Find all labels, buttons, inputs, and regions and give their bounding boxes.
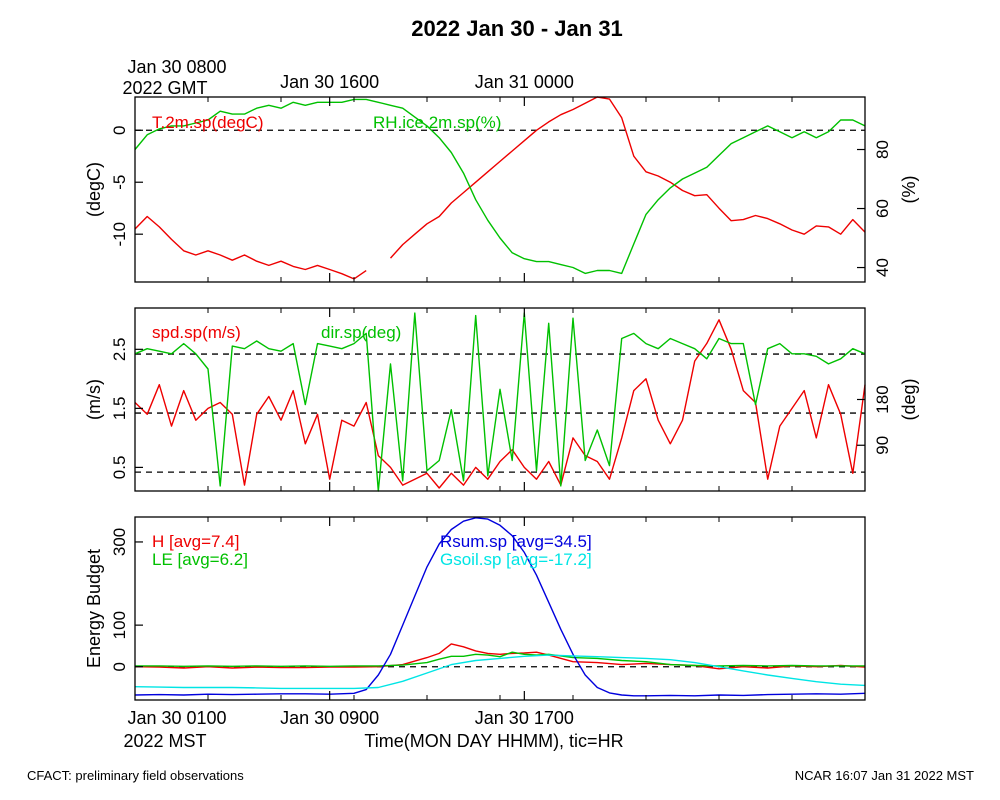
- legend-label: LE [avg=6.2]: [152, 550, 248, 569]
- y-tick-label-left: 300: [110, 528, 129, 556]
- series-line-h: [134, 643, 866, 670]
- series-line-rsum-sp: [134, 517, 866, 697]
- panel-frame: [134, 307, 866, 492]
- labels: 2022 Jan 30 - Jan 31 0 -5 -10 80 60 40 (degC) (%…: [27, 16, 974, 783]
- footer-right: NCAR 16:07 Jan 31 2022 MST: [795, 768, 974, 783]
- series-line-rh-ice-2m-sp-: [134, 98, 866, 275]
- y-tick-label-left: -10: [110, 222, 129, 247]
- legend-label: H [avg=7.4]: [152, 532, 239, 551]
- bottom-axis-label: Jan 30 0900: [280, 708, 379, 728]
- footer-left: CFACT: preliminary field observations: [27, 768, 244, 783]
- y-tick-label-left: 2.5: [110, 338, 129, 362]
- y-tick-label-left: 0.5: [110, 456, 129, 480]
- y-tick-label-right: 40: [873, 258, 892, 277]
- y-tick-label-right: 80: [873, 140, 892, 159]
- legend-label: T.2m.sp(degC): [152, 113, 263, 132]
- legend-label: dir.sp(deg): [321, 323, 401, 342]
- y-tick-label-left: 0: [110, 662, 129, 671]
- y-tick-label-left: 0: [110, 126, 129, 135]
- y-axis-label-right: (deg): [899, 378, 919, 420]
- bottom-axis-label: Jan 30 1700: [475, 708, 574, 728]
- reference-lines: [135, 129, 865, 668]
- y-axis-label-left: (degC): [84, 162, 104, 217]
- y-tick-label-right: 60: [873, 199, 892, 218]
- y-tick-label-left: 100: [110, 611, 129, 639]
- chart-title: 2022 Jan 30 - Jan 31: [411, 16, 623, 41]
- panel-frames: [134, 96, 866, 701]
- legend-label: Rsum.sp [avg=34.5]: [440, 532, 592, 551]
- top-axis-start-label-zone: 2022 GMT: [122, 78, 207, 98]
- series-lines: [134, 96, 866, 697]
- legend-label: Gsoil.sp [avg=-17.2]: [440, 550, 592, 569]
- legend-label: RH.ice.2m.sp(%): [373, 113, 501, 132]
- y-tick-label-right: 180: [873, 385, 892, 413]
- series-line-gsoil-sp: [134, 654, 866, 690]
- y-tick-label-left: 1.5: [110, 397, 129, 421]
- tick-marks: [135, 97, 865, 700]
- series-line-dir-sp-deg-: [134, 312, 866, 492]
- top-axis-label: Jan 30 1600: [280, 72, 379, 92]
- top-axis-label: Jan 31 0000: [475, 72, 574, 92]
- y-axis-label-right: (%): [899, 176, 919, 204]
- bottom-axis-start-label: Jan 30 0100: [127, 708, 226, 728]
- y-axis-label-left: Energy Budget: [84, 549, 104, 668]
- series-line-spd-sp-m-s-: [134, 319, 866, 489]
- y-tick-label-right: 90: [873, 436, 892, 455]
- top-axis-start-label: Jan 30 0800: [127, 57, 226, 77]
- series-line-le: [135, 651, 865, 667]
- x-axis-title: Time(MON DAY HHMM), tic=HR: [364, 731, 623, 751]
- y-tick-label-left: -5: [110, 175, 129, 190]
- y-axis-label-left: (m/s): [84, 379, 104, 420]
- legend-label: spd.sp(m/s): [152, 323, 241, 342]
- bottom-axis-start-label-zone: 2022 MST: [123, 731, 206, 751]
